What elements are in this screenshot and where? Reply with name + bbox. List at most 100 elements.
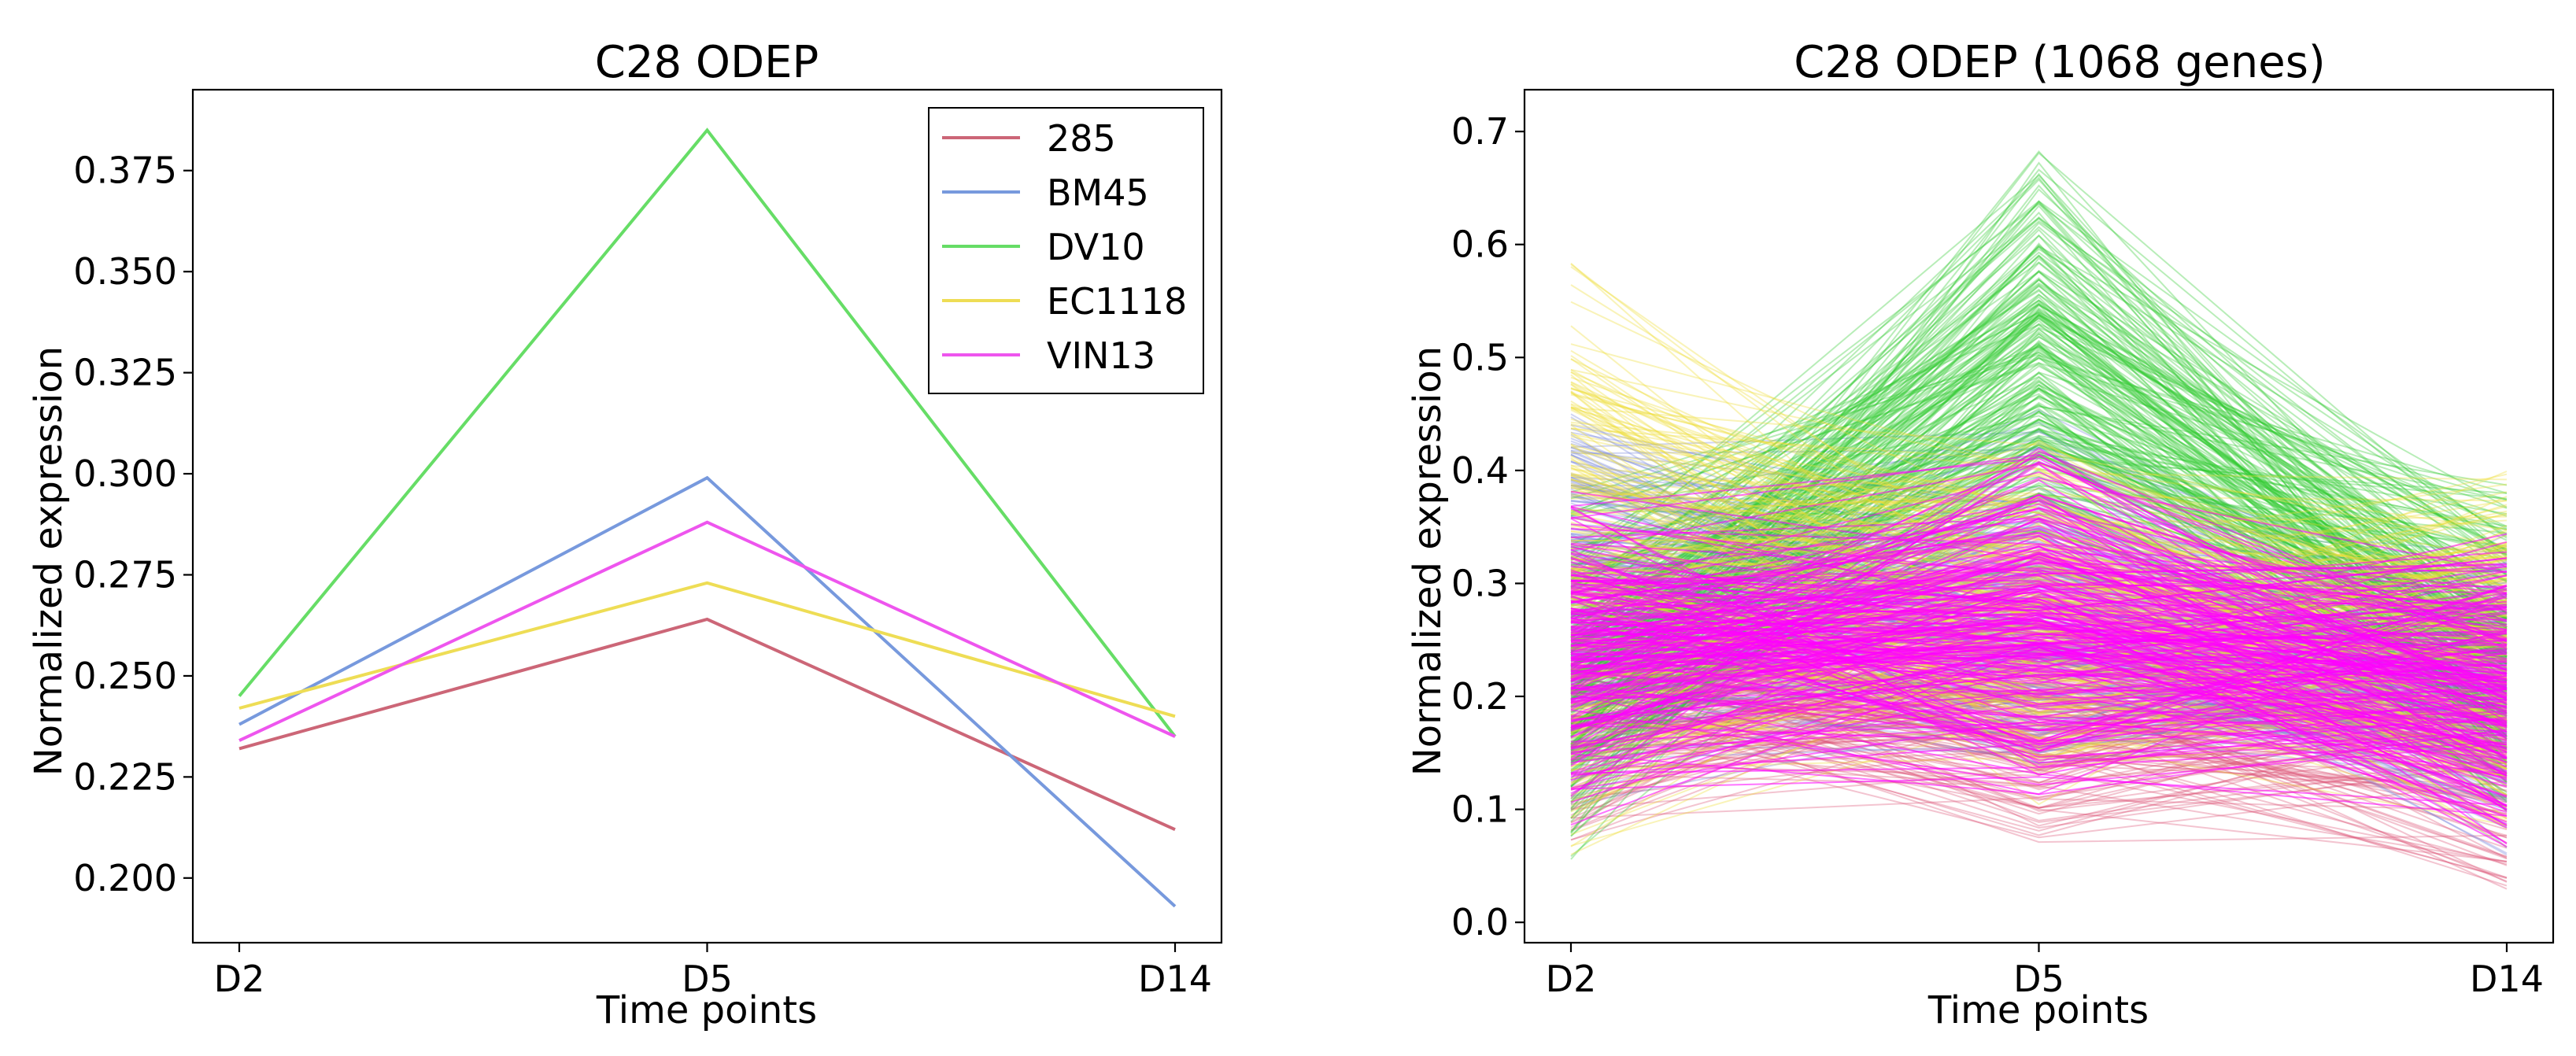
gene-line: [1570, 271, 2508, 706]
y-tick-label: 0.300: [73, 452, 177, 495]
gene-line: [1570, 566, 2508, 806]
gene-line: [1570, 405, 2508, 606]
gene-line: [1570, 301, 2508, 704]
gene-line: [1570, 506, 2508, 768]
gene-line: [1570, 485, 2508, 647]
gene-line: [1570, 532, 2508, 671]
gene-line: [1570, 299, 2508, 639]
gene-line: [1570, 406, 2508, 714]
y-axis-label: Normalized expression: [27, 346, 71, 776]
gene-line: [1570, 323, 2508, 690]
gene-line: [1570, 254, 2508, 684]
gene-line: [1570, 719, 2508, 839]
y-tick-label: 0.250: [73, 655, 177, 697]
gene-line: [1570, 311, 2508, 554]
x-tick-label: D5: [2013, 958, 2064, 1000]
y-tick-label: 0.5: [1451, 336, 1509, 378]
gene-line: [1570, 393, 2508, 740]
plot-area-frame: [1523, 88, 2555, 944]
gene-line: [1570, 176, 2508, 759]
gene-line: [1570, 647, 2508, 780]
gene-line: [1570, 427, 2508, 628]
gene-line: [1570, 277, 2508, 737]
y-tick-label: 0.1: [1451, 788, 1509, 831]
gene-line: [1570, 473, 2508, 602]
gene-line: [1570, 313, 2508, 670]
gene-line: [1570, 611, 2508, 669]
gene-line: [1570, 474, 2508, 671]
gene-line: [1570, 184, 2508, 786]
gene-line: [1570, 700, 2508, 809]
gene-line: [1570, 357, 2508, 580]
y-tick-label: 0.350: [73, 250, 177, 293]
gene-line: [1570, 428, 2508, 550]
gene-lines-vin13: [1570, 448, 2508, 847]
gene-line: [1570, 472, 2508, 573]
x-axis-label: Time points: [596, 988, 817, 1032]
gene-line: [1570, 328, 2508, 692]
gene-line: [1570, 618, 2508, 781]
gene-line: [1570, 290, 2508, 650]
y-tick-label: 0.375: [73, 150, 177, 192]
x-tick-label: D2: [214, 958, 265, 1000]
gene-line: [1570, 635, 2508, 741]
gene-line: [1570, 216, 2508, 636]
gene-line: [1570, 663, 2508, 823]
gene-line: [1570, 581, 2508, 807]
gene-line: [1570, 342, 2508, 687]
y-tick-label: 0.6: [1451, 223, 1509, 266]
gene-line: [1570, 202, 2508, 570]
gene-line: [1570, 431, 2508, 628]
x-axis-label: Time points: [1927, 988, 2149, 1032]
gene-line: [1570, 387, 2508, 648]
gene-line: [1570, 216, 2508, 573]
gene-line: [1570, 248, 2508, 652]
gene-line: [1570, 353, 2508, 657]
gene-line: [1570, 285, 2508, 648]
gene-line: [1570, 246, 2508, 739]
gene-line: [1570, 558, 2508, 825]
gene-line: [1570, 698, 2508, 836]
x-axis-ticks: D2 D5 D14: [214, 943, 1212, 1000]
gene-line: [1570, 464, 2508, 580]
gene-line: [1570, 421, 2508, 649]
gene-line: [1570, 652, 2508, 724]
gene-line: [1570, 553, 2508, 728]
series-line-bm45: [238, 475, 1177, 908]
gene-line: [1570, 251, 2508, 654]
gene-line: [1570, 421, 2508, 678]
gene-line: [1570, 584, 2508, 776]
gene-line: [1570, 261, 2508, 628]
gene-line: [1570, 542, 2508, 763]
gene-line: [1570, 461, 2508, 665]
y-tick-label: 0.275: [73, 553, 177, 596]
gene-line: [1570, 645, 2508, 718]
gene-line: [1570, 352, 2508, 583]
gene-line: [1570, 383, 2508, 618]
gene-line: [1570, 443, 2508, 743]
gene-line: [1570, 308, 2508, 737]
y-axis-ticks: 0.200 0.225 0.250 0.275 0.300 0.325 0.350 0.375: [73, 150, 193, 899]
gene-line: [1570, 439, 2508, 575]
gene-line: [1570, 705, 2508, 753]
gene-line: [1570, 457, 2508, 705]
gene-line: [1570, 284, 2508, 579]
gene-lines: [1570, 150, 2508, 890]
gene-line: [1570, 336, 2508, 642]
x-tick-label: D2: [1546, 958, 1597, 1000]
plot-area-frame: [191, 88, 1223, 944]
gene-line: [1570, 605, 2508, 680]
gene-line: [1570, 688, 2508, 844]
y-tick-label: 0.0: [1451, 901, 1509, 943]
gene-line: [1570, 423, 2508, 596]
y-tick-label: 0.2: [1451, 675, 1509, 718]
gene-line: [1570, 477, 2508, 674]
gene-line: [1570, 314, 2508, 690]
gene-line: [1570, 596, 2508, 705]
gene-line: [1570, 776, 2508, 807]
gene-line: [1570, 670, 2508, 823]
y-tick-label: 0.225: [73, 755, 177, 798]
gene-line: [1570, 178, 2508, 691]
gene-line: [1570, 721, 2508, 775]
legend-label: VIN13: [1047, 334, 1155, 377]
